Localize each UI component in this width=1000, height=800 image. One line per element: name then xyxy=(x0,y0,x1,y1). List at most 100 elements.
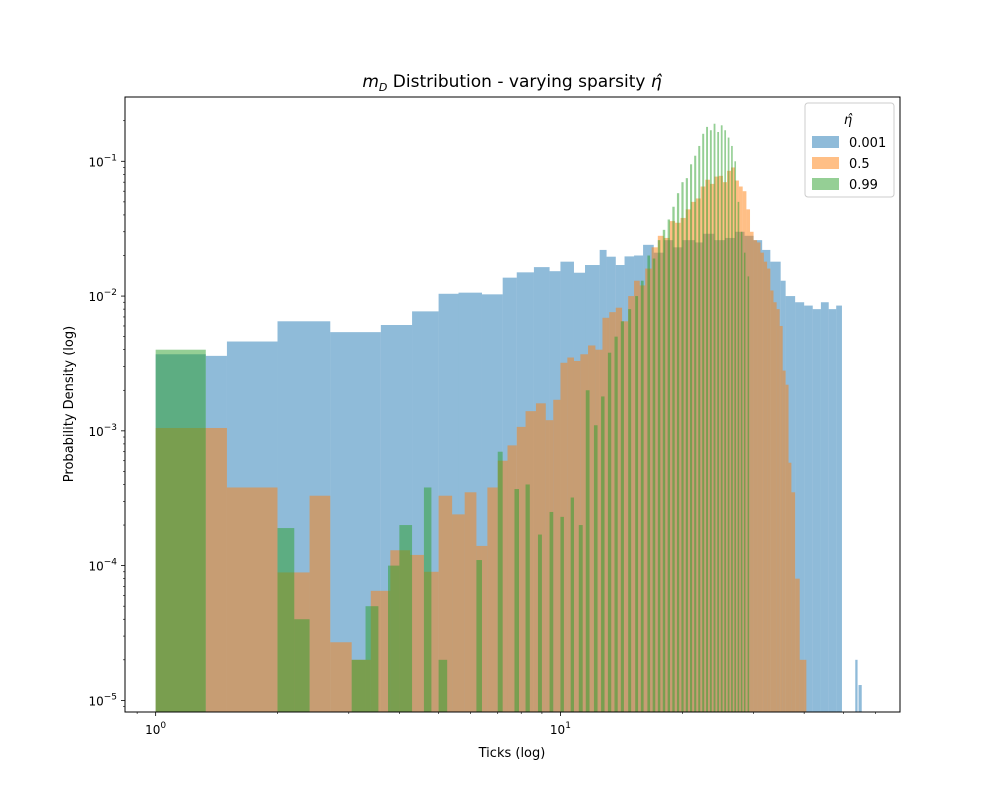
bar-0.5-63 xyxy=(767,268,771,712)
bar-0.99-16 xyxy=(570,497,574,712)
legend-label-0.5: 0.5 xyxy=(849,157,870,172)
bar-0.99-38 xyxy=(698,145,701,712)
series-0.99 xyxy=(155,123,750,713)
bar-0.5-50 xyxy=(718,175,723,713)
bar-0.99-15 xyxy=(560,516,564,712)
bar-0.99-51 xyxy=(743,252,746,712)
bar-0.001-41 xyxy=(820,302,829,712)
bar-0.001-43 xyxy=(836,305,842,712)
bar-0.99-29 xyxy=(657,240,661,712)
bar-0.99-35 xyxy=(685,178,688,712)
bar-0.99-24 xyxy=(628,309,632,712)
bar-0.001-38 xyxy=(795,302,805,712)
bar-0.99-31 xyxy=(667,219,671,712)
bar-0.99-10 xyxy=(497,451,503,712)
legend-label-0.99: 0.99 xyxy=(849,178,878,193)
bar-0.99-9 xyxy=(476,560,482,712)
x-axis-label: Ticks (log) xyxy=(478,746,546,761)
bar-0.5-73 xyxy=(799,659,807,712)
bar-0.5-72 xyxy=(795,578,800,712)
bar-0.99-22 xyxy=(614,336,618,712)
bar-0.99-42 xyxy=(713,123,716,713)
bar-0.5-9 xyxy=(410,554,424,712)
bar-0.5-55 xyxy=(738,186,743,712)
bar-0.5-17 xyxy=(507,445,517,712)
bar-0.5-69 xyxy=(785,384,789,712)
bar-0.5-67 xyxy=(779,325,783,712)
bar-0.5-4 xyxy=(309,495,331,712)
y-axis: 10−5 10−4 10−3 10−2 10−1 xyxy=(88,120,125,708)
y-tick-label: 10−3 xyxy=(88,423,117,439)
legend-swatch-0.001 xyxy=(812,136,839,148)
legend-box xyxy=(804,102,895,198)
bar-0.5-26 xyxy=(580,354,589,712)
bar-0.99-32 xyxy=(672,206,675,712)
bar-0.99-6 xyxy=(399,525,413,712)
bar-0.99-0 xyxy=(155,349,206,712)
chart-title: mD Distribution - varying sparsity η̂ xyxy=(362,72,662,94)
legend-title: η̂ xyxy=(844,113,853,128)
legend-swatch-0.5 xyxy=(812,157,839,169)
bar-0.99-52 xyxy=(747,276,750,712)
x-tick-label: 100 xyxy=(145,721,166,737)
bar-0.5-44 xyxy=(690,201,696,712)
y-tick-label: 10−1 xyxy=(88,153,117,169)
bar-0.5-24 xyxy=(567,357,574,712)
bar-0.5-29 xyxy=(602,317,610,712)
bar-0.001-44 xyxy=(855,659,858,712)
bar-0.5-21 xyxy=(545,420,554,712)
bar-0.99-45 xyxy=(724,130,727,713)
bar-0.99-2 xyxy=(294,619,310,712)
bar-0.5-62 xyxy=(763,261,768,712)
bar-0.99-21 xyxy=(607,352,612,712)
legend: η̂ 0.001 0.5 0.99 xyxy=(804,102,895,198)
bar-0.5-54 xyxy=(735,180,739,712)
bar-0.99-7 xyxy=(423,487,432,712)
bar-0.99-19 xyxy=(593,425,598,712)
axes-frame xyxy=(124,96,901,713)
bar-0.5-49 xyxy=(714,176,719,713)
bars-layer xyxy=(155,123,862,713)
bar-0.99-12 xyxy=(525,484,530,712)
bar-0.99-25 xyxy=(635,296,639,712)
bar-0.5-39 xyxy=(663,237,670,712)
bar-0.99-3 xyxy=(351,659,366,712)
bar-0.001-39 xyxy=(804,305,813,712)
bar-0.99-39 xyxy=(702,133,705,713)
legend-label-0.001: 0.001 xyxy=(849,136,886,151)
bar-0.99-34 xyxy=(681,182,684,712)
bar-0.99-50 xyxy=(740,231,743,712)
bar-0.99-14 xyxy=(549,511,554,712)
y-axis-label: Probability Density (log) xyxy=(62,326,77,482)
bar-0.001-40 xyxy=(812,309,821,712)
bar-0.99-8 xyxy=(438,659,448,712)
bar-0.5-64 xyxy=(770,290,774,712)
bar-0.5-22 xyxy=(553,399,561,712)
bar-0.5-28 xyxy=(595,349,603,712)
bar-0.99-5 xyxy=(388,565,400,712)
legend-swatch-0.99 xyxy=(812,178,839,190)
bar-0.99-20 xyxy=(601,396,605,712)
bar-0.5-13 xyxy=(464,492,477,712)
bar-0.5-53 xyxy=(731,167,736,713)
bar-0.99-30 xyxy=(662,229,666,712)
y-tick-label: 10−5 xyxy=(88,692,117,708)
y-tick-label: 10−4 xyxy=(88,558,117,574)
bar-0.99-36 xyxy=(690,164,693,713)
bar-0.99-26 xyxy=(640,280,644,712)
x-tick-label: 101 xyxy=(550,721,571,737)
plot-area xyxy=(124,96,901,713)
bar-0.5-1 xyxy=(205,427,227,712)
bar-0.5-48 xyxy=(709,183,715,712)
bar-0.99-11 xyxy=(514,489,519,712)
bar-0.5-19 xyxy=(525,411,536,712)
bar-0.001-45 xyxy=(858,685,862,712)
bar-0.99-1 xyxy=(277,528,295,712)
bar-0.5-38 xyxy=(657,235,664,712)
bar-0.5-27 xyxy=(588,345,596,712)
legend-entries: 0.001 0.5 0.99 xyxy=(812,136,886,193)
bar-0.99-18 xyxy=(585,390,590,712)
bar-0.5-18 xyxy=(516,426,526,712)
bar-0.99-49 xyxy=(737,201,740,712)
bar-0.99-37 xyxy=(694,155,697,713)
